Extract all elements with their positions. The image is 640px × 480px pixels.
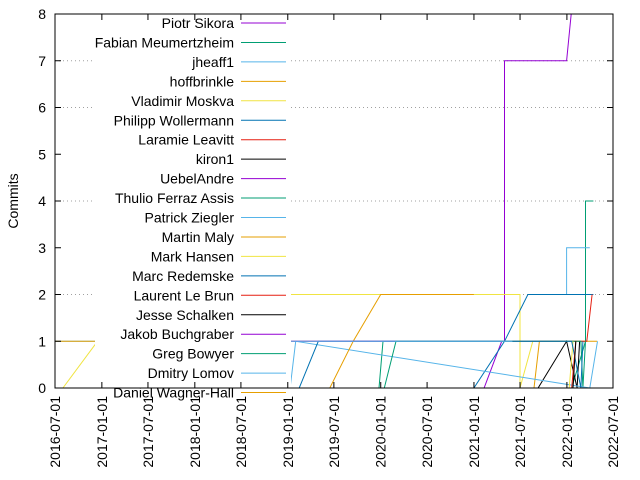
- y-tick-label: 2: [38, 287, 46, 303]
- series-line: [329, 294, 474, 389]
- series-line: [289, 340, 598, 389]
- legend-label: Fabian Meumertzheim: [95, 34, 234, 50]
- series-line: [572, 341, 577, 389]
- x-tick-label: 2017-07-01: [140, 396, 156, 468]
- legend-label: Laramie Leavitt: [138, 132, 234, 148]
- series-line: [473, 294, 594, 389]
- legend-label: Piotr Sikora: [162, 15, 235, 31]
- legend-label: Dmitry Lomov: [148, 365, 234, 381]
- legend-label: Thulio Ferraz Assis: [115, 190, 234, 206]
- legend-label: jheaff1: [191, 54, 234, 70]
- series-line: [537, 339, 581, 389]
- legend-label: Martin Maly: [162, 229, 234, 245]
- legend-label: Patrick Ziegler: [145, 210, 235, 226]
- series-line: [62, 294, 534, 389]
- legend-label: Jesse Schalken: [136, 307, 234, 323]
- legend-label: Laurent Le Brun: [134, 287, 234, 303]
- series-line: [378, 340, 586, 389]
- legend-label: Mark Hansen: [151, 248, 234, 264]
- legend-label: kiron1: [196, 151, 234, 167]
- x-tick-label: 2018-07-01: [233, 396, 249, 468]
- y-tick-label: 5: [38, 146, 46, 162]
- x-tick-label: 2017-01-01: [94, 396, 110, 468]
- x-tick-label: 2018-01-01: [187, 396, 203, 468]
- legend: Piotr Sikora Fabian Meumertzheim jheaff1 ho…: [95, 15, 286, 401]
- legend-label: hoffbrinkle: [170, 73, 235, 89]
- x-tick-label: 2021-07-01: [512, 396, 528, 468]
- x-tick-label: 2016-07-01: [47, 396, 63, 468]
- y-tick-label: 3: [38, 240, 46, 256]
- axes: 0 1 2 3 4 5 6 7 8 2016-07-01 2017-01-01 2017-07-01 2…: [38, 6, 621, 468]
- legend-label: Marc Redemske: [132, 268, 234, 284]
- x-tick-label: 2022-01-01: [559, 396, 575, 468]
- y-tick-label: 0: [38, 380, 46, 396]
- legend-label: Greg Bowyer: [152, 346, 234, 362]
- legend-label: Daniel Wagner-Hall: [113, 385, 234, 401]
- x-tick-label: 2020-07-01: [419, 396, 435, 468]
- legend-label: Jakob Buchgraber: [120, 326, 234, 342]
- x-tick-label: 2019-07-01: [326, 396, 342, 468]
- series-line: [568, 341, 574, 389]
- y-tick-label: 4: [38, 193, 46, 209]
- legend-label: Philipp Wollermann: [114, 112, 234, 128]
- legend-background: [95, 14, 291, 403]
- x-tick-label: 2020-01-01: [373, 396, 389, 468]
- y-tick-label: 7: [38, 53, 46, 69]
- y-tick-label: 8: [38, 6, 46, 22]
- x-tick-label: 2019-01-01: [280, 396, 296, 468]
- legend-label: Vladimir Moskva: [131, 93, 234, 109]
- x-tick-label: 2021-01-01: [466, 396, 482, 468]
- y-tick-label: 1: [38, 333, 46, 349]
- legend-label: UebelAndre: [160, 171, 234, 187]
- y-axis-title: Commits: [5, 173, 21, 228]
- series-line: [298, 340, 584, 389]
- x-tick-label: 2022-07-01: [605, 396, 621, 468]
- y-tick-label: 6: [38, 100, 46, 116]
- series-line: [535, 247, 590, 295]
